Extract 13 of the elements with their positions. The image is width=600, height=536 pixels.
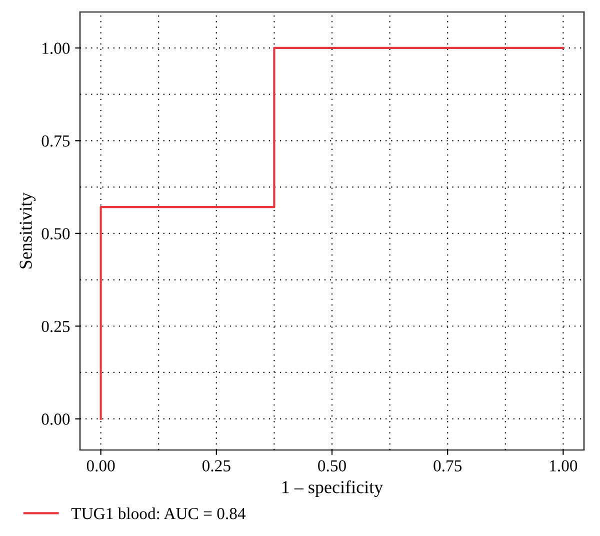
- y-tick-label: 0.50: [42, 228, 70, 240]
- y-tick-label: 0.00: [42, 414, 70, 425]
- x-tick-label: 1.00: [550, 460, 578, 472]
- x-tick-label: 0.00: [86, 460, 115, 472]
- x-tick-label: 0.25: [202, 460, 230, 472]
- y-tick-label: 0.75: [42, 135, 70, 147]
- x-tick-label: 0.50: [318, 460, 346, 472]
- y-tick-label: 1.00: [42, 42, 70, 54]
- y-axis-title: Sensitivity: [20, 192, 36, 268]
- x-tick-label: 0.75: [434, 460, 462, 472]
- legend-label: TUG1 blood: AUC = 0.84: [71, 507, 246, 520]
- x-axis-title: 1 – specificity: [282, 480, 384, 497]
- y-tick-label: 0.25: [42, 320, 70, 332]
